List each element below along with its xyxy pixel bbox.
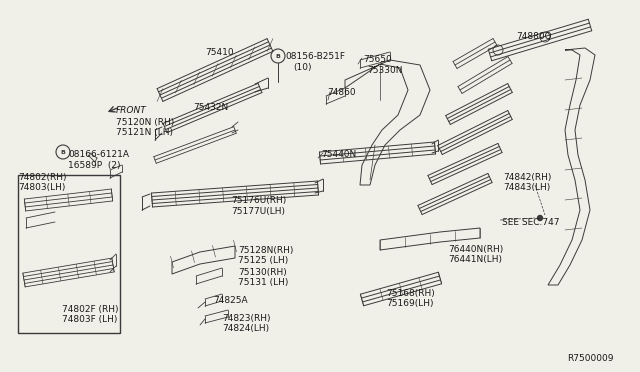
Text: 74823(RH): 74823(RH): [222, 314, 271, 323]
Text: 75650: 75650: [363, 55, 392, 64]
Text: R7500009: R7500009: [568, 354, 614, 363]
Text: B: B: [276, 54, 280, 58]
Text: 74824(LH): 74824(LH): [222, 324, 269, 333]
Text: 74843(LH): 74843(LH): [503, 183, 550, 192]
Text: 75330N: 75330N: [367, 66, 403, 75]
Text: 75128N(RH): 75128N(RH): [238, 246, 293, 255]
Text: 76440N(RH): 76440N(RH): [448, 245, 503, 254]
Text: 75120N (RH): 75120N (RH): [116, 118, 174, 127]
Text: 75432N: 75432N: [193, 103, 228, 112]
Text: 74803F (LH): 74803F (LH): [62, 315, 117, 324]
Text: 75169(LH): 75169(LH): [386, 299, 433, 308]
Text: 75176U(RH): 75176U(RH): [231, 196, 286, 205]
Text: 74825A: 74825A: [213, 296, 248, 305]
Text: FRONT: FRONT: [116, 106, 147, 115]
Text: B: B: [61, 150, 65, 154]
Polygon shape: [548, 48, 595, 285]
Text: 74802(RH): 74802(RH): [18, 173, 67, 182]
Text: 76441N(LH): 76441N(LH): [448, 255, 502, 264]
Polygon shape: [172, 246, 235, 274]
Text: 75130(RH): 75130(RH): [238, 268, 287, 277]
Bar: [18, 175, 120, 333]
Text: 75440N: 75440N: [321, 150, 356, 159]
Polygon shape: [345, 60, 430, 185]
Text: 74860: 74860: [327, 88, 356, 97]
Text: 75121N (LH): 75121N (LH): [116, 128, 173, 137]
Text: 75410: 75410: [205, 48, 234, 57]
Text: 75177U(LH): 75177U(LH): [231, 207, 285, 216]
Text: 08156-B251F: 08156-B251F: [285, 52, 345, 61]
Text: 08166-6121A: 08166-6121A: [68, 150, 129, 159]
Polygon shape: [380, 228, 480, 250]
Text: 75131 (LH): 75131 (LH): [238, 278, 289, 287]
Text: 74802F (RH): 74802F (RH): [62, 305, 118, 314]
Text: 74842(RH): 74842(RH): [503, 173, 552, 182]
Text: 74803(LH): 74803(LH): [18, 183, 65, 192]
Text: SEE SEC.747: SEE SEC.747: [502, 218, 559, 227]
Text: (10): (10): [293, 63, 312, 72]
Circle shape: [538, 215, 543, 221]
Text: 74880Q: 74880Q: [516, 32, 552, 41]
Text: 75168(RH): 75168(RH): [386, 289, 435, 298]
Text: 75125 (LH): 75125 (LH): [238, 256, 288, 265]
Text: 16589P  (2): 16589P (2): [68, 161, 120, 170]
